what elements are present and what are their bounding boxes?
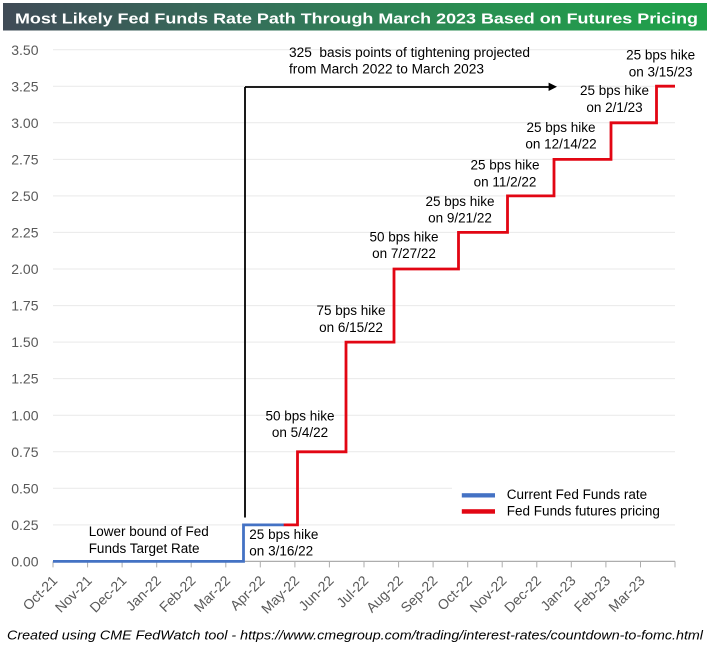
- svg-text:2.25: 2.25: [11, 225, 38, 241]
- svg-text:on 3/16/22: on 3/16/22: [249, 544, 313, 559]
- svg-text:25 bps hike: 25 bps hike: [425, 194, 494, 209]
- svg-text:from March 2022 to March 2023: from March 2022 to March 2023: [289, 62, 484, 77]
- svg-text:Created using CME FedWatch too: Created using CME FedWatch tool - https:…: [7, 628, 704, 643]
- svg-text:50 bps hike: 50 bps hike: [265, 408, 334, 423]
- svg-text:25 bps hike: 25 bps hike: [526, 120, 595, 135]
- svg-text:25 bps hike: 25 bps hike: [580, 83, 649, 98]
- svg-text:1.00: 1.00: [11, 407, 38, 423]
- svg-text:on 6/15/22: on 6/15/22: [319, 320, 383, 335]
- svg-text:50 bps hike: 50 bps hike: [369, 229, 438, 244]
- svg-text:2.00: 2.00: [11, 261, 38, 277]
- svg-text:25 bps hike: 25 bps hike: [249, 527, 318, 542]
- svg-text:3.25: 3.25: [11, 78, 38, 94]
- svg-text:on 5/4/22: on 5/4/22: [272, 425, 328, 440]
- svg-text:0.25: 0.25: [11, 517, 38, 533]
- svg-text:Funds Target Rate: Funds Target Rate: [89, 541, 200, 556]
- svg-text:1.50: 1.50: [11, 334, 38, 350]
- svg-text:Current Fed Funds rate: Current Fed Funds rate: [507, 487, 647, 502]
- svg-text:Lower bound of Fed: Lower bound of Fed: [89, 524, 209, 539]
- svg-text:325 basis points of tightenin: 325 basis points of tightening projected: [289, 45, 530, 60]
- svg-text:75 bps hike: 75 bps hike: [316, 303, 385, 318]
- svg-text:2.50: 2.50: [11, 188, 38, 204]
- svg-text:Fed Funds futures pricing: Fed Funds futures pricing: [507, 504, 660, 519]
- svg-text:3.00: 3.00: [11, 115, 38, 131]
- svg-text:0.50: 0.50: [11, 480, 38, 496]
- svg-text:Most Likely Fed Funds Rate Pat: Most Likely Fed Funds Rate Path Through …: [15, 10, 698, 27]
- svg-text:2.75: 2.75: [11, 152, 38, 168]
- svg-text:on 2/1/23: on 2/1/23: [586, 100, 642, 115]
- svg-text:0.00: 0.00: [11, 554, 38, 570]
- svg-text:on 3/15/23: on 3/15/23: [629, 64, 693, 79]
- svg-text:on 11/2/22: on 11/2/22: [474, 174, 537, 189]
- svg-text:on 9/21/22: on 9/21/22: [428, 211, 492, 226]
- svg-text:1.75: 1.75: [11, 298, 38, 314]
- svg-text:on 7/27/22: on 7/27/22: [372, 246, 436, 261]
- svg-text:1.25: 1.25: [11, 371, 38, 387]
- svg-text:on 12/14/22: on 12/14/22: [525, 137, 596, 152]
- svg-text:25 bps hike: 25 bps hike: [626, 48, 695, 63]
- svg-text:0.75: 0.75: [11, 444, 38, 460]
- svg-text:3.50: 3.50: [11, 42, 38, 58]
- svg-text:25 bps hike: 25 bps hike: [470, 158, 539, 173]
